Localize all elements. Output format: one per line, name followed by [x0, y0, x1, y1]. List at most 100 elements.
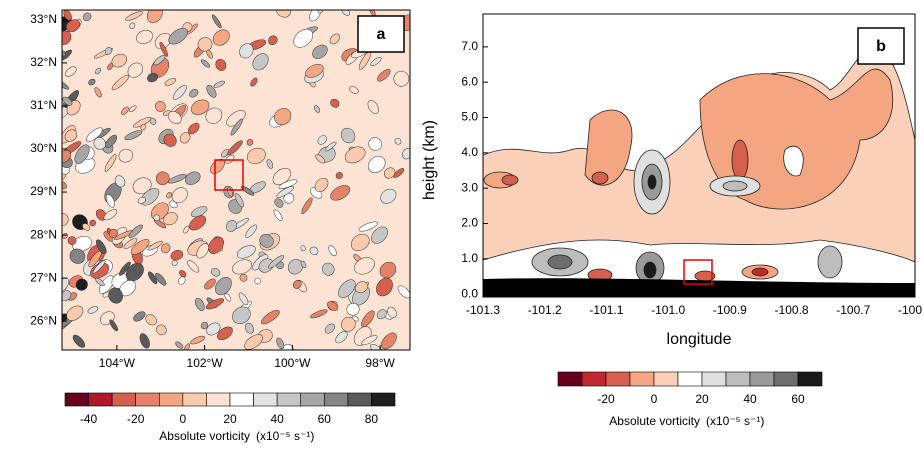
colorbar-tick-label: 60	[318, 412, 332, 426]
colorbar-box	[701, 371, 727, 387]
colorbar-box	[206, 392, 231, 407]
contour-cell	[330, 185, 351, 201]
contour-cell	[230, 118, 243, 136]
y-tick-label: 1.0	[461, 251, 478, 265]
contour-cell	[329, 33, 340, 45]
contour-cell	[133, 311, 146, 322]
contour-cell	[128, 105, 137, 112]
contour-cell	[189, 215, 207, 231]
contour-cell	[188, 122, 200, 135]
contour-cell	[371, 226, 388, 244]
y-tick-label: 26°N	[30, 313, 57, 327]
plot-frame	[482, 13, 916, 298]
contour-cell	[346, 302, 360, 316]
contour-cell	[125, 11, 143, 21]
contour-cell	[300, 245, 306, 252]
contour-cell	[214, 277, 232, 296]
contour-cell	[254, 277, 262, 285]
contour-cell	[69, 248, 86, 264]
contour-cell	[124, 130, 143, 141]
contour-cell	[206, 84, 217, 98]
contour-cell	[155, 171, 170, 186]
contour-cell	[164, 78, 177, 86]
x-tick-label: -101.3	[466, 303, 500, 317]
contour-cell	[341, 316, 356, 332]
colorbar-box	[88, 392, 113, 407]
x-tick-label: -101.2	[528, 303, 562, 317]
contour-cell	[370, 57, 382, 67]
contour-cell	[367, 100, 379, 114]
colorbar-box	[629, 371, 655, 387]
contour-cell	[183, 343, 191, 350]
contour-cell	[381, 332, 397, 350]
x-tick-label: 102°W	[187, 356, 224, 370]
contour-cell	[172, 85, 187, 100]
contour-cell	[239, 273, 248, 282]
contour-cell	[127, 62, 144, 78]
contour-cell	[105, 134, 118, 148]
contour-cell	[340, 127, 356, 144]
colorbar-box	[371, 392, 396, 407]
contour-cell	[211, 14, 222, 29]
contour-cell	[330, 98, 340, 108]
contour-cell	[361, 310, 375, 328]
contour-cell	[153, 55, 166, 66]
colorbar-tick-label: 80	[365, 412, 379, 426]
contour-cell	[215, 58, 227, 71]
contour-cell	[217, 326, 233, 341]
contour-cell	[171, 187, 188, 204]
contour-cell	[62, 149, 72, 164]
contour-cell	[65, 66, 77, 77]
colorbar-tick-label: 60	[791, 392, 805, 406]
contour-cell	[190, 99, 210, 116]
y-tick-label: 30°N	[30, 141, 57, 155]
contour-cell	[232, 306, 251, 324]
contour-cell	[244, 322, 254, 334]
x-tick-label: -100.7	[836, 303, 870, 317]
contour-cell	[393, 70, 410, 87]
contour-cell	[137, 196, 146, 204]
contour-cell	[314, 177, 329, 192]
contour-cell	[244, 334, 263, 350]
contour-cell	[62, 277, 70, 293]
colorbar-tick-label: 0	[180, 412, 187, 426]
contour-cell	[274, 108, 292, 126]
contour-cell	[245, 224, 257, 238]
colorbar-box	[581, 371, 607, 387]
contour-cell	[224, 154, 235, 164]
contour-cell	[276, 186, 295, 198]
contour-cell	[361, 335, 378, 346]
contour-cell	[185, 171, 201, 185]
colorbar-box	[797, 371, 823, 387]
contour-cell	[349, 86, 359, 94]
contour-cell	[125, 262, 144, 282]
colorbar-box	[276, 392, 302, 407]
contour-cell	[72, 334, 86, 348]
colorbar-tick-label: 20	[695, 392, 709, 406]
x-tick-label: -101.0	[651, 303, 685, 317]
colorbar-box	[323, 392, 349, 407]
x-tick-label: -101.1	[589, 303, 623, 317]
contour-cell	[260, 309, 280, 325]
contour-cell	[111, 74, 130, 91]
contour-cell	[250, 77, 258, 87]
contour-cell	[170, 250, 184, 261]
y-tick-label: 32°N	[30, 55, 57, 69]
contour-cell	[175, 341, 184, 349]
contour-cell	[187, 260, 200, 273]
contour-cell	[268, 35, 278, 45]
contour-cell	[103, 209, 118, 221]
y-tick-label: 6.0	[461, 74, 478, 88]
contour-cell	[376, 277, 393, 297]
contour-cell	[393, 168, 405, 178]
contour-cell	[379, 261, 397, 279]
colorbar-box	[773, 371, 799, 387]
colorbar-box	[253, 392, 278, 407]
contour-cell	[204, 278, 216, 290]
colorbar-box	[111, 392, 137, 407]
contour-cell	[200, 321, 209, 330]
x-tick-label: 98°W	[365, 356, 395, 370]
contour-cell	[147, 72, 159, 83]
